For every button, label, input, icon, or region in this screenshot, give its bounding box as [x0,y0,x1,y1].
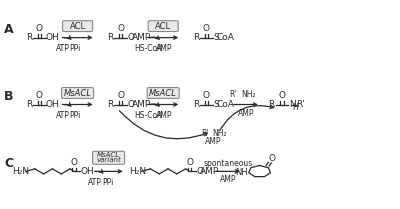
Text: CoA: CoA [217,100,235,109]
Text: R: R [268,100,275,109]
Text: ACL: ACL [155,22,171,31]
Text: NH: NH [235,168,248,177]
Text: ACL: ACL [70,22,86,31]
Text: O: O [196,167,204,176]
Text: variant: variant [96,157,121,163]
Text: AMP: AMP [200,167,220,176]
Text: AMP: AMP [156,44,173,53]
Text: HS-CoA: HS-CoA [134,44,162,53]
Text: ATP: ATP [56,44,70,53]
Text: HS-CoA: HS-CoA [134,111,162,120]
Text: PPi: PPi [102,178,113,187]
Text: AMP: AMP [156,111,173,120]
Text: H₂N: H₂N [12,167,29,176]
Text: MsACL: MsACL [97,152,120,158]
Text: NH₂: NH₂ [212,129,227,138]
Text: B: B [4,90,14,103]
Text: PPi: PPi [69,111,80,120]
Text: spontaneous: spontaneous [203,159,252,168]
Text: R: R [26,100,32,109]
FancyBboxPatch shape [62,21,92,32]
Text: O: O [117,24,124,33]
Text: A: A [4,23,14,36]
Text: O: O [186,158,193,167]
Text: O: O [36,91,43,100]
Text: O: O [70,158,78,167]
Text: O: O [128,33,135,42]
Text: S: S [213,100,219,109]
Text: AMP: AMP [238,109,254,118]
Text: CoA: CoA [217,33,235,42]
Text: ATP: ATP [56,111,70,120]
Text: AMP: AMP [132,100,151,109]
Text: H₂N: H₂N [130,167,147,176]
FancyBboxPatch shape [62,88,94,98]
Text: AMP: AMP [205,137,222,146]
Text: R': R' [296,100,305,109]
Text: O: O [203,91,210,100]
Text: R': R' [229,90,237,99]
Text: OH: OH [46,100,60,109]
Text: ATP: ATP [88,178,102,187]
Text: O: O [36,24,43,33]
FancyBboxPatch shape [92,151,124,164]
Text: NH₂: NH₂ [241,90,256,99]
Text: MsACL: MsACL [64,88,92,98]
Text: O: O [203,24,210,33]
Text: R: R [193,33,199,42]
Text: OH: OH [46,33,60,42]
Text: R': R' [202,129,209,138]
Text: H: H [292,102,298,112]
Text: O: O [117,91,124,100]
Text: R: R [26,33,32,42]
Text: O: O [128,100,135,109]
Text: OH: OH [81,167,94,176]
Text: PPi: PPi [69,44,80,53]
Text: S: S [213,33,219,42]
Text: O: O [278,91,286,100]
FancyBboxPatch shape [148,21,178,32]
Text: O: O [268,154,275,163]
Text: C: C [4,157,13,169]
Text: N: N [289,100,296,109]
FancyBboxPatch shape [147,88,179,98]
Text: AMP: AMP [220,175,236,184]
Text: AMP: AMP [132,33,151,42]
Text: R: R [107,33,114,42]
Text: R: R [107,100,114,109]
Text: MsACL: MsACL [149,88,177,98]
Text: R: R [193,100,199,109]
